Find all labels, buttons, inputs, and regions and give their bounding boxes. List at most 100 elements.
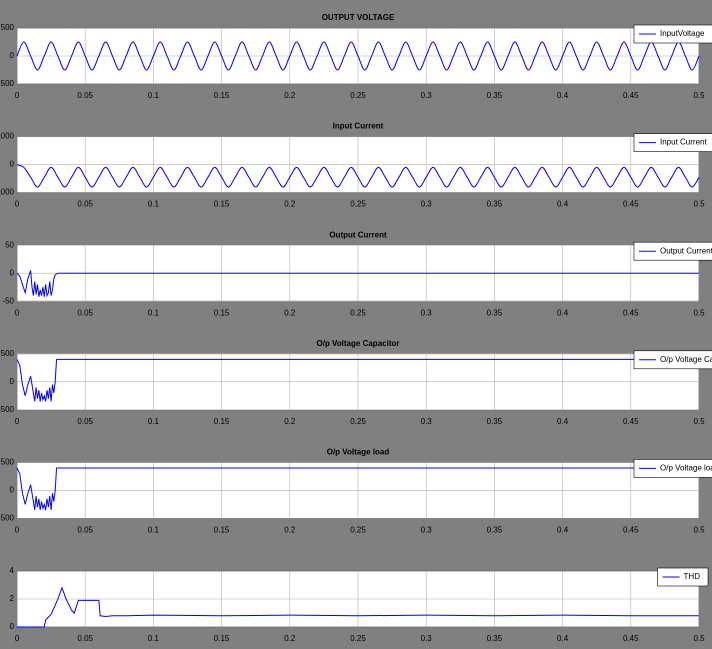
- legend-box: [633, 459, 712, 478]
- x-tick-label: 0.1: [148, 417, 160, 426]
- legend-label: Input Current: [660, 138, 707, 147]
- y-tick-label: 0: [10, 51, 15, 60]
- x-tick-label: 0.2: [284, 200, 296, 209]
- x-tick-label: 0.15: [214, 526, 230, 535]
- subplot: 0 0.05 0.1 0.15 0.2 0.25 0.3 0.35 0.4 0.45 0.5 0 2 4 T…: [10, 566, 709, 643]
- x-tick-label: 0.4: [557, 200, 569, 209]
- x-tick-label: 0.45: [623, 200, 639, 209]
- x-tick-label: 0: [15, 91, 20, 100]
- y-tick-label: 1000: [0, 132, 15, 141]
- legend: Input Current: [633, 133, 712, 152]
- y-tick-label: 2: [10, 594, 15, 603]
- x-tick-label: 0.35: [487, 91, 503, 100]
- chart-title: Input Current: [333, 122, 384, 131]
- x-tick-label: 0.2: [284, 308, 296, 317]
- x-tick-label: 0.3: [421, 526, 433, 535]
- x-tick-label: 0.15: [214, 634, 230, 643]
- legend-box: [633, 133, 712, 152]
- y-tick-label: -50: [2, 296, 14, 305]
- subplot: O/p Voltage load 0 0.05 0.1 0.15 0.2 0.25 0.3 0.…: [0, 448, 712, 535]
- x-tick-label: 0: [15, 526, 20, 535]
- x-tick-label: 0.05: [77, 91, 93, 100]
- y-tick-label: 0: [10, 486, 15, 495]
- x-tick-label: 0.25: [350, 91, 366, 100]
- y-tick-label: 50: [5, 240, 14, 249]
- x-tick-label: 0.15: [214, 200, 230, 209]
- x-tick-label: 0.2: [284, 417, 296, 426]
- x-tick-label: 0.15: [214, 91, 230, 100]
- x-tick-label: 0.35: [487, 526, 503, 535]
- x-tick-label: 0.25: [350, 417, 366, 426]
- y-tick-label: -500: [0, 79, 15, 88]
- series-line: [16, 41, 700, 71]
- x-tick-label: 0.2: [284, 526, 296, 535]
- x-tick-label: 0.1: [148, 634, 160, 643]
- legend-label: O/p Voltage Capacitor: [660, 355, 712, 364]
- x-tick-label: 0.1: [148, 308, 160, 317]
- chart-title: Output Current: [329, 230, 387, 239]
- legend: THD: [657, 567, 709, 587]
- legend-label: O/p Voltage load: [660, 464, 712, 473]
- series-line: [16, 270, 699, 298]
- x-tick-label: 0.5: [693, 308, 705, 317]
- x-tick-label: 0.5: [693, 417, 705, 426]
- x-tick-label: 0.25: [350, 634, 366, 643]
- y-tick-label: -1000: [0, 188, 15, 197]
- x-tick-label: 0.25: [350, 526, 366, 535]
- chart-title: O/p Voltage Capacitor: [317, 339, 400, 348]
- subplot: OUTPUT VOLTAGE 0 0.05 0.1 0.15 0.2 0.25 0.3 0.35…: [0, 13, 712, 100]
- y-tick-label: 500: [1, 458, 15, 467]
- legend-box: [657, 567, 709, 587]
- y-tick-label: 500: [1, 23, 15, 32]
- x-tick-label: 0.3: [421, 417, 433, 426]
- series-line: [16, 467, 699, 511]
- x-tick-label: 0.4: [557, 634, 569, 643]
- x-tick-label: 0.15: [214, 417, 230, 426]
- x-tick-label: 0.05: [77, 634, 93, 643]
- x-tick-label: 0: [15, 417, 20, 426]
- x-tick-label: 0.4: [557, 526, 569, 535]
- x-tick-label: 0.45: [623, 634, 639, 643]
- x-tick-label: 0.1: [148, 91, 160, 100]
- y-tick-label: -500: [0, 405, 15, 414]
- legend: InputVoltage: [633, 24, 712, 44]
- x-tick-label: 0.35: [487, 417, 503, 426]
- x-tick-label: 0.5: [693, 91, 705, 100]
- x-tick-label: 0: [15, 200, 20, 209]
- x-tick-label: 0.3: [421, 634, 433, 643]
- y-tick-label: 500: [1, 349, 15, 358]
- legend: Output Current: [633, 241, 712, 261]
- x-tick-label: 0.15: [214, 308, 230, 317]
- x-tick-label: 0.3: [421, 308, 433, 317]
- y-tick-label: 4: [10, 566, 15, 575]
- y-tick-label: 0: [10, 268, 15, 277]
- x-tick-label: 0.1: [148, 200, 160, 209]
- legend-box: [633, 241, 712, 261]
- legend-label: InputVoltage: [660, 29, 705, 38]
- x-tick-label: 0.45: [623, 308, 639, 317]
- x-tick-label: 0.05: [77, 308, 93, 317]
- x-tick-label: 0.4: [557, 91, 569, 100]
- y-tick-label: 0: [10, 622, 15, 631]
- legend: O/p Voltage load: [633, 459, 712, 478]
- series-line: [16, 164, 700, 188]
- x-tick-label: 0.4: [557, 308, 569, 317]
- x-tick-label: 0.05: [77, 417, 93, 426]
- x-tick-label: 0.25: [350, 308, 366, 317]
- subplot: Input Current 0 0.05 0.1 0.15 0.2 0.25 0.3 0.35 0…: [0, 122, 712, 209]
- x-tick-label: 0.35: [487, 200, 503, 209]
- x-tick-label: 0.25: [350, 200, 366, 209]
- y-tick-label: -500: [0, 514, 15, 523]
- series-line: [17, 586, 699, 628]
- x-tick-label: 0.3: [421, 91, 433, 100]
- x-tick-label: 0: [15, 308, 20, 317]
- x-tick-label: 0.35: [487, 308, 503, 317]
- x-tick-label: 0: [15, 634, 20, 643]
- subplot: Output Current 0 0.05 0.1 0.15 0.2 0.25 0.3 0.35…: [2, 230, 712, 317]
- x-tick-label: 0.5: [693, 634, 705, 643]
- x-tick-label: 0.05: [77, 200, 93, 209]
- subplot: O/p Voltage Capacitor 0 0.05 0.1 0.15 0.2 0.25…: [0, 339, 712, 426]
- x-tick-label: 0.45: [623, 526, 639, 535]
